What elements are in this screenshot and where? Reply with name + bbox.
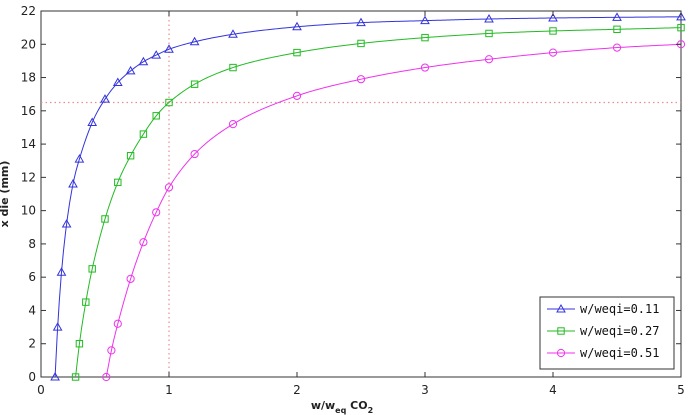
data-point [75, 340, 84, 348]
data-point [229, 63, 237, 72]
x-tick-label: 1 [165, 383, 173, 397]
data-point [421, 33, 429, 42]
data-point [356, 17, 366, 27]
x-tick-label: 0 [37, 383, 45, 397]
data-point [484, 55, 494, 64]
data-point [139, 130, 148, 138]
data-point [88, 265, 96, 273]
legend-label: w/weqi=0.27 [580, 324, 659, 338]
x-axis-label-tail-sub: 2 [368, 406, 374, 415]
series-line [54, 16, 682, 378]
y-tick-label: 2 [28, 337, 36, 351]
data-point [113, 319, 122, 328]
data-point [74, 154, 85, 163]
y-tick-label: 14 [21, 137, 36, 151]
legend-marker [556, 348, 566, 358]
data-point [52, 322, 63, 331]
data-point [71, 373, 80, 381]
data-point [68, 179, 78, 188]
data-point [125, 65, 136, 75]
data-point [292, 91, 302, 100]
x-axis-label-sub: eq [335, 406, 346, 415]
data-point [228, 29, 238, 38]
data-point [82, 298, 90, 306]
reference-lines [41, 11, 681, 377]
legend-label: w/weqi=0.51 [580, 346, 659, 360]
data-point [549, 27, 557, 35]
data-point [56, 267, 67, 276]
legend: w/weqi=0.11 w/weqi=0.27 w/weqi=0.51 [539, 296, 675, 370]
data-point [107, 346, 116, 355]
y-tick-label: 6 [28, 270, 36, 284]
series-1 [50, 11, 686, 381]
data-point [612, 12, 622, 21]
data-point [139, 238, 148, 247]
data-point [356, 75, 366, 84]
data-point [548, 12, 558, 22]
data-point [138, 56, 149, 66]
data-point [126, 152, 135, 160]
x-tick-label: 3 [421, 383, 429, 397]
data-point [420, 15, 430, 25]
data-point [612, 43, 622, 52]
data-point [61, 218, 72, 228]
x-tick-label: 2 [293, 383, 301, 397]
data-point [613, 25, 621, 34]
data-point [189, 36, 200, 46]
data-point [548, 48, 558, 57]
data-point [293, 48, 301, 57]
x-axis-label: w/weq CO2 [311, 399, 373, 415]
data-point [190, 80, 199, 88]
y-tick-label: 4 [28, 303, 36, 317]
data-point [87, 117, 98, 126]
data-point [165, 98, 173, 107]
y-tick-label: 10 [21, 204, 36, 218]
data-point [357, 39, 365, 48]
data-point [485, 29, 493, 38]
series-3 [102, 40, 686, 382]
data-point [100, 94, 110, 103]
series-line [105, 43, 682, 378]
data-point [677, 23, 685, 32]
y-tick-label: 22 [21, 4, 36, 18]
data-point [101, 215, 109, 223]
legend-label: w/weqi=0.11 [580, 302, 659, 316]
data-point [676, 11, 686, 21]
legend-marker [557, 327, 565, 335]
x-tick-label: 5 [677, 383, 685, 397]
data-point [126, 274, 135, 283]
data-point [292, 21, 302, 31]
data-point [152, 208, 161, 217]
y-tick-label: 0 [28, 370, 36, 384]
data-point [420, 63, 430, 72]
y-tick-label: 8 [28, 237, 36, 251]
data-point [102, 372, 111, 382]
y-axis-label: x die (mm) [0, 161, 11, 228]
data-point [164, 183, 174, 192]
data-point [50, 371, 60, 381]
legend-marker [556, 303, 566, 313]
y-tick-label: 18 [21, 71, 36, 85]
series-2 [71, 23, 685, 381]
x-axis-label-tail: CO [346, 399, 367, 412]
data-point [151, 50, 162, 59]
x-tick-label: 4 [549, 383, 557, 397]
y-tick-label: 12 [21, 170, 36, 184]
series-line [75, 27, 682, 378]
data-point [152, 112, 160, 120]
data-point [190, 149, 199, 159]
y-tick-label: 16 [21, 104, 36, 118]
y-tick-label: 20 [21, 37, 36, 51]
data-point [112, 77, 123, 87]
data-point [114, 178, 122, 187]
data-point [228, 120, 238, 129]
series-layer [50, 11, 686, 382]
data-point [164, 44, 174, 53]
data-point [484, 13, 494, 23]
